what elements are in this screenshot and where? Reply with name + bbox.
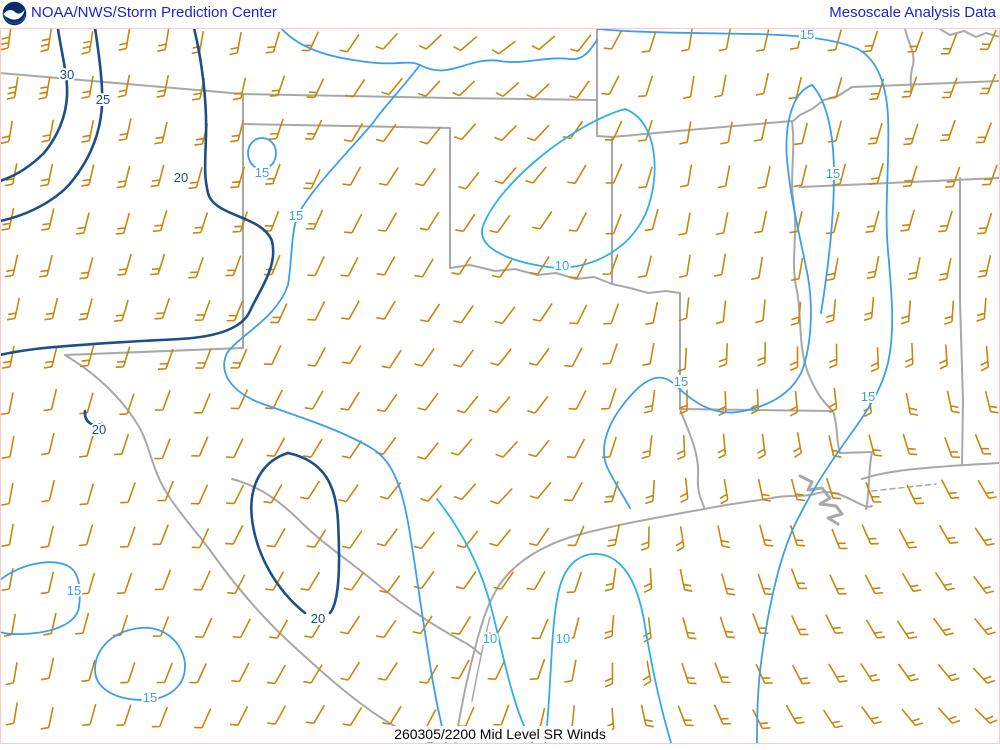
contour-label: 20 — [174, 170, 188, 185]
isotach-contour-light — [94, 627, 186, 701]
geo-line — [798, 474, 844, 526]
isotach-contour-dark — [1, 29, 104, 223]
isotach-contour-light — [597, 29, 894, 743]
isotach-contour-dark — [250, 451, 307, 615]
geo-line — [454, 497, 773, 743]
geo-line — [231, 478, 481, 655]
contour-label: 15 — [67, 583, 81, 598]
contour-label: 15 — [143, 690, 157, 705]
geo-line — [611, 120, 793, 138]
isotach-contour-dark — [1, 29, 275, 357]
noaa-logo-seagull — [3, 9, 25, 20]
geo-line — [939, 29, 999, 38]
contour-label: 25 — [96, 92, 110, 107]
contour-label: 15 — [861, 389, 875, 404]
map-frame: 30 25 20 20 20 15 15 15 15 15 15 15 15 10 10 10 — [0, 28, 1000, 744]
contour-label: 15 — [674, 374, 688, 389]
noaa-logo-icon[interactable] — [2, 1, 27, 26]
contour-label: 10 — [556, 631, 570, 646]
isotach-contour-light — [1, 561, 81, 635]
contour-label: 20 — [92, 422, 106, 437]
geo-line — [959, 177, 964, 465]
contour-label: 15 — [289, 208, 303, 223]
geo-line — [871, 483, 937, 492]
contour-label: 15 — [255, 165, 269, 180]
geo-line — [242, 123, 451, 129]
header-title-link[interactable]: NOAA/NWS/Storm Prediction Center — [31, 4, 277, 21]
state-borders — [1, 29, 999, 743]
geo-line — [861, 462, 999, 480]
wind-barb-field — [1, 29, 999, 734]
caption-text: 260305/2200 Mid Level SR Winds — [388, 726, 612, 742]
map-caption: 260305/2200 Mid Level SR Winds — [0, 726, 1000, 742]
geo-line — [596, 29, 613, 285]
isotach-contour-cyan — [436, 498, 534, 743]
isotach-contour-dark — [1, 29, 69, 183]
header-bar: NOAA/NWS/Storm Prediction Center Mesosca… — [0, 0, 1000, 28]
wind-barbs — [1, 29, 999, 734]
header-right-link[interactable]: Mesoscale Analysis Data — [829, 4, 996, 21]
mesoscale-analysis-map: 30 25 20 20 20 15 15 15 15 15 15 15 15 10 10 10 — [1, 29, 999, 743]
geo-line — [679, 408, 705, 508]
contour-label: 30 — [60, 67, 74, 82]
geo-line — [64, 354, 435, 743]
isotach-labels: 30 25 20 20 20 15 15 15 15 15 15 15 15 10 10 10 — [58, 29, 877, 707]
geo-line — [679, 408, 834, 412]
geo-line — [791, 86, 853, 123]
contour-label: 15 — [826, 166, 840, 181]
geo-line — [449, 264, 613, 285]
contour-label: 20 — [311, 611, 325, 626]
isotach-contour-cyan — [544, 553, 673, 743]
isotach-contour-dark — [286, 451, 341, 615]
geo-line — [64, 347, 244, 356]
isotach-contours — [1, 29, 894, 743]
isotach-contour-dark — [83, 409, 104, 427]
isotach-contour-light — [811, 84, 835, 314]
contour-label: 10 — [555, 258, 569, 273]
isotach-contour-light — [247, 137, 277, 170]
contour-label: 10 — [483, 631, 497, 646]
geo-line — [611, 283, 681, 294]
isotach-contour-light — [281, 29, 598, 72]
contour-label: 15 — [800, 29, 814, 42]
geo-line — [865, 451, 873, 510]
geo-line — [839, 451, 873, 454]
geo-line — [851, 80, 999, 88]
geo-line — [471, 616, 491, 702]
geo-line — [904, 29, 915, 92]
isotach-contour-cyan — [481, 108, 656, 269]
isotach-contour-light — [603, 84, 813, 509]
isotach-contour-light — [223, 64, 448, 743]
